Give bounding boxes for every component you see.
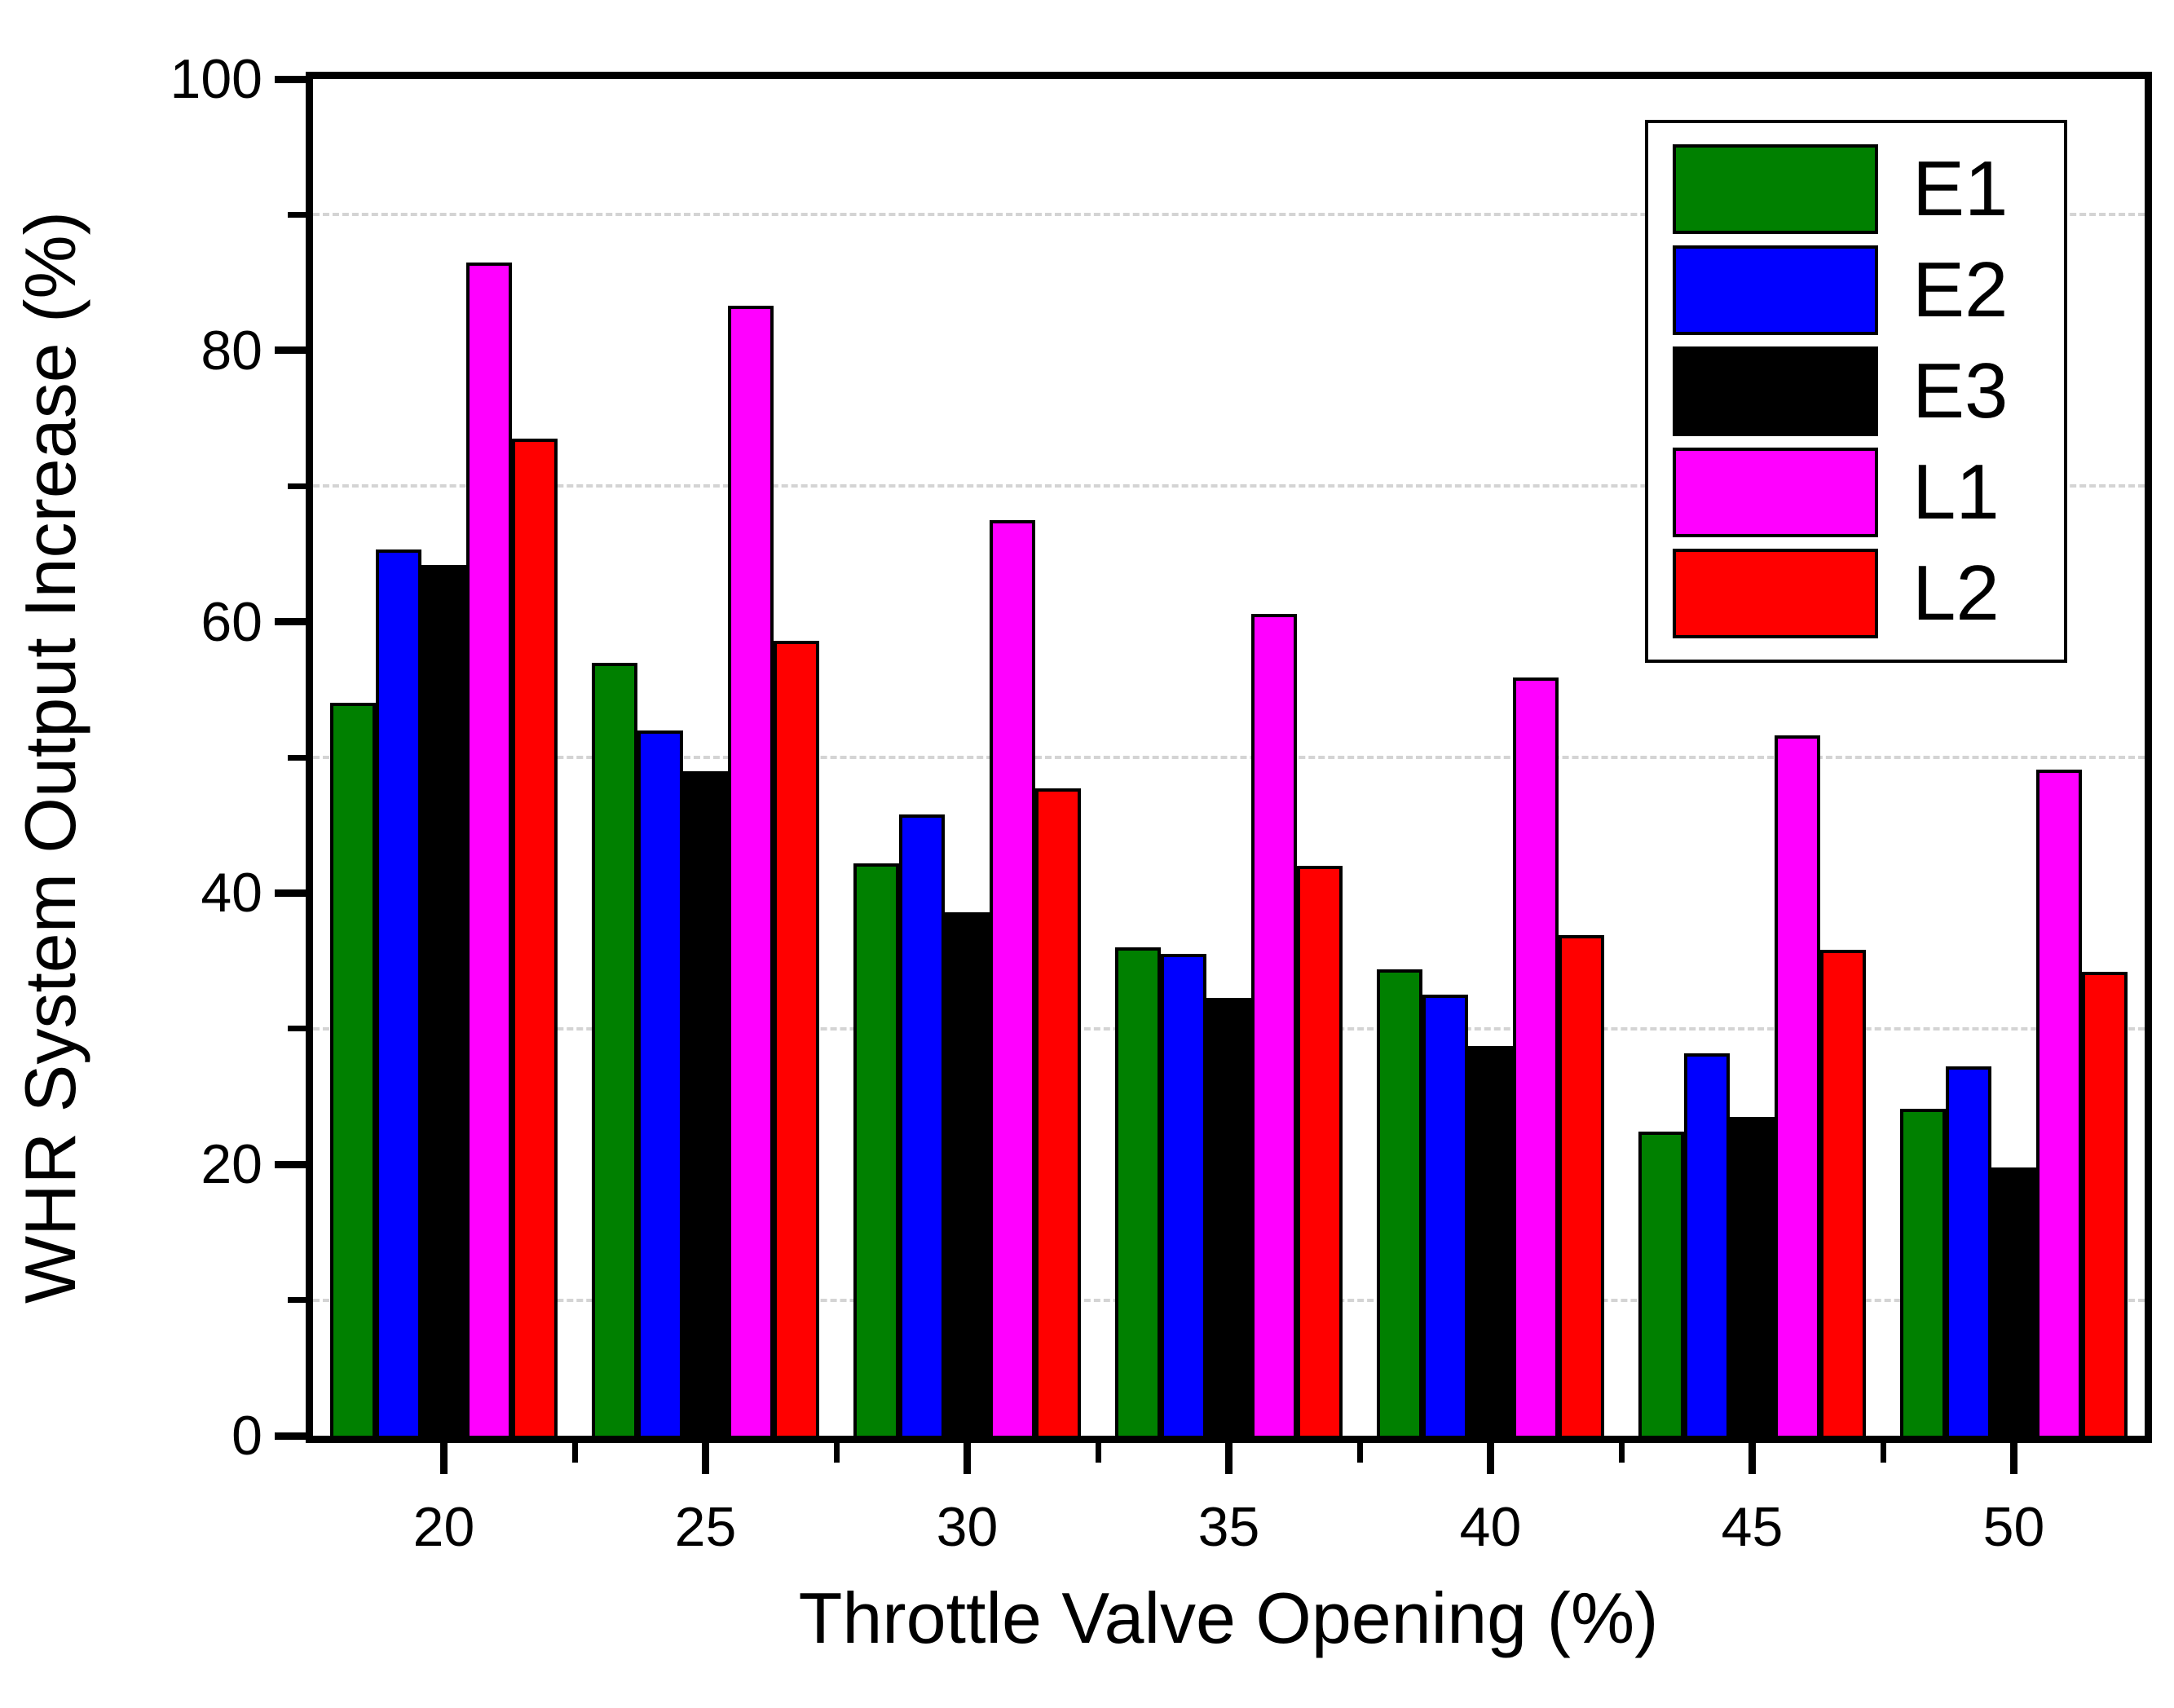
bar-L1-50: [2036, 769, 2083, 1436]
legend-label-L1: L1: [1912, 448, 2000, 536]
bar-E2-25: [637, 730, 683, 1436]
x-tick-label-50: 50: [1982, 1496, 2045, 1558]
bar-E1-40: [1376, 969, 1422, 1436]
y-major-tick-20: [275, 1160, 306, 1168]
bar-L1-40: [1513, 677, 1559, 1436]
y-gridline-70: [313, 484, 2145, 488]
legend-item-E1: E1: [1673, 144, 2040, 234]
x-minor-tick-2: [833, 1443, 840, 1463]
y-major-tick-60: [275, 618, 306, 626]
bar-E1-50: [1899, 1108, 1946, 1436]
y-minor-tick-10: [288, 1297, 306, 1304]
legend-box: E1 E2 E3 L1 L2: [1645, 120, 2067, 663]
legend-swatch-L2: [1673, 549, 1878, 638]
x-major-tick-30: [964, 1443, 971, 1474]
bar-E1-30: [853, 863, 899, 1436]
bar-E2-50: [1945, 1066, 1991, 1436]
x-axis-title: Throttle Valve Opening (%): [798, 1578, 1659, 1658]
x-minor-tick-1: [571, 1443, 578, 1463]
bar-E2-35: [1160, 954, 1206, 1436]
x-major-tick-20: [440, 1443, 448, 1474]
bar-L1-20: [466, 262, 513, 1436]
bar-L2-20: [512, 438, 558, 1436]
y-tick-label-0: 0: [232, 1405, 262, 1467]
x-minor-tick-6: [1880, 1443, 1886, 1463]
bar-E1-20: [329, 703, 376, 1436]
legend-label-E3: E3: [1912, 347, 2009, 435]
x-tick-label-40: 40: [1459, 1496, 1522, 1558]
bar-E3-40: [1467, 1046, 1514, 1436]
y-tick-label-100: 100: [170, 48, 262, 110]
bar-L1-45: [1775, 735, 1821, 1436]
bar-E2-40: [1422, 995, 1468, 1436]
legend-swatch-E2: [1673, 245, 1878, 335]
y-tick-label-40: 40: [201, 862, 262, 925]
legend-item-L1: L1: [1673, 448, 2040, 537]
x-tick-label-35: 35: [1197, 1496, 1260, 1558]
y-axis-title: WHR System Output Increase (%): [10, 211, 90, 1304]
y-major-tick-0: [275, 1432, 306, 1440]
bar-E1-35: [1114, 947, 1161, 1436]
bar-E1-25: [591, 662, 637, 1436]
bar-E3-20: [421, 564, 467, 1436]
legend-swatch-E1: [1673, 144, 1878, 234]
y-tick-label-20: 20: [201, 1133, 262, 1196]
bar-E3-30: [944, 911, 990, 1436]
y-major-tick-40: [275, 889, 306, 897]
bar-L2-35: [1297, 866, 1343, 1436]
y-major-tick-80: [275, 346, 306, 355]
x-major-tick-25: [702, 1443, 709, 1474]
legend-label-E1: E1: [1912, 145, 2009, 232]
bar-L1-25: [728, 305, 774, 1436]
bar-L2-30: [1035, 788, 1082, 1436]
y-tick-label-80: 80: [201, 319, 262, 382]
y-minor-tick-50: [288, 754, 306, 761]
x-tick-label-45: 45: [1721, 1496, 1784, 1558]
legend-item-E3: E3: [1673, 346, 2040, 436]
y-major-tick-100: [275, 75, 306, 83]
legend-item-E2: E2: [1673, 245, 2040, 335]
bar-L2-40: [1559, 934, 1605, 1436]
x-minor-tick-4: [1356, 1443, 1363, 1463]
bar-E2-20: [375, 549, 421, 1436]
bar-E2-30: [898, 814, 945, 1436]
x-major-tick-40: [1487, 1443, 1494, 1474]
x-tick-label-30: 30: [936, 1496, 999, 1558]
bar-E3-25: [682, 770, 729, 1436]
y-minor-tick-70: [288, 483, 306, 489]
y-minor-tick-90: [288, 211, 306, 218]
x-major-tick-35: [1225, 1443, 1233, 1474]
y-minor-tick-30: [288, 1026, 306, 1032]
x-tick-label-25: 25: [674, 1496, 737, 1558]
y-gridline-50: [313, 756, 2145, 759]
x-tick-label-20: 20: [412, 1496, 475, 1558]
bar-E3-45: [1729, 1116, 1775, 1436]
x-major-tick-50: [2010, 1443, 2017, 1474]
bar-L2-45: [1820, 950, 1867, 1436]
bar-L1-35: [1251, 613, 1298, 1436]
x-minor-tick-5: [1618, 1443, 1625, 1463]
legend-label-E2: E2: [1912, 246, 2009, 333]
bar-L2-25: [774, 640, 820, 1436]
legend-label-L2: L2: [1912, 549, 2000, 637]
legend-item-L2: L2: [1673, 549, 2040, 638]
bar-E3-50: [1991, 1167, 2037, 1436]
y-tick-label-60: 60: [201, 590, 262, 653]
legend-swatch-L1: [1673, 448, 1878, 537]
bar-E3-35: [1206, 997, 1252, 1436]
bar-L1-30: [990, 519, 1036, 1436]
bar-E2-45: [1683, 1053, 1730, 1436]
y-gridline-90: [313, 213, 2145, 217]
x-major-tick-45: [1748, 1443, 1756, 1474]
x-minor-tick-3: [1095, 1443, 1101, 1463]
legend-swatch-E3: [1673, 346, 1878, 436]
bar-E1-45: [1638, 1132, 1684, 1436]
bar-L2-50: [2082, 971, 2128, 1436]
plot-area: 0 20 40 60 80 100 20 25 30 35 40 45 50 E1 E2 E3 L1 L2: [170, 51, 2152, 1555]
